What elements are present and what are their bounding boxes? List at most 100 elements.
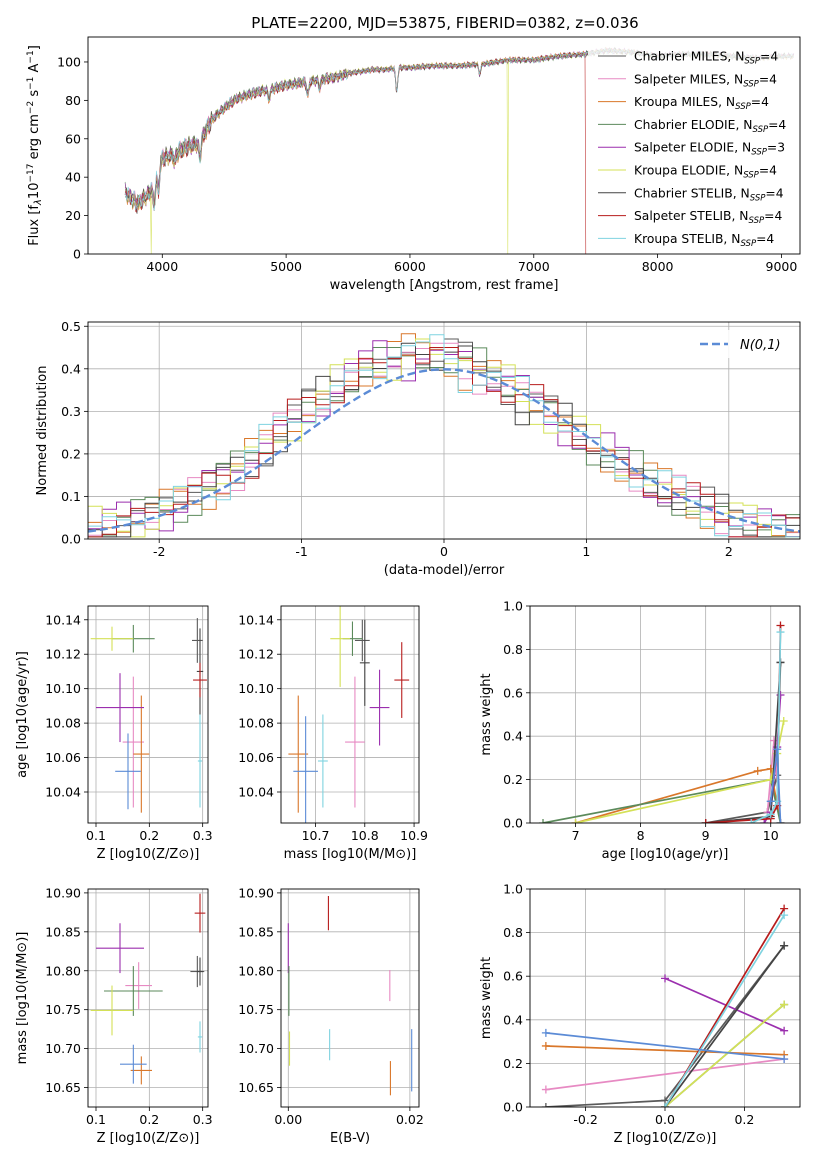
age-vs-metallicity-panel: 0.1 0.2 0.3 10.04 10.06 10.08 10.10 10.12 10.14 Z… — [15, 605, 213, 862]
y-tick-label: 10.80 — [45, 963, 81, 978]
y-tick-label: 0.0 — [61, 532, 81, 547]
mass-weight-marker-chabrier-stelib — [780, 941, 789, 950]
mass-weight-marker-salpeter-elodie — [661, 974, 669, 983]
axes-frame — [87, 36, 801, 255]
x-tick-label: 0.1 — [86, 1112, 106, 1127]
age-vs-mass-panel: 10.7 10.8 10.9 10.04 10.06 10.08 10.10 10.12 10.… — [238, 605, 428, 862]
y-tick-label: 0.2 — [61, 446, 81, 461]
x-axis-label: Z [log10(Z/Z⊙)] — [97, 847, 200, 862]
x-tick-label: -2 — [153, 544, 165, 559]
x-tick-label: 7000 — [518, 259, 550, 274]
residual-histogram-panel: -2 -1 0 1 2 0.0 0.1 0.2 0.3 0.4 0.5 (data-model)/er… — [35, 319, 801, 578]
x-axis-label: (data-model)/error — [384, 563, 505, 578]
y-axis-label: age [log10(age/yr)] — [15, 651, 30, 778]
x-tick-label: 10.7 — [302, 828, 330, 843]
x-tick-label: 0.2 — [734, 1112, 754, 1127]
x-tick-label: 0.02 — [396, 1112, 424, 1127]
mass-weight-marker-kroupa-elodie — [571, 819, 580, 823]
y-tick-label: 60 — [65, 131, 81, 146]
y-tick-label: 0.2 — [503, 1056, 523, 1071]
y-tick-label: 0.2 — [503, 772, 523, 787]
y-tick-label: 0.8 — [503, 925, 523, 940]
y-tick-label: 0.3 — [61, 404, 81, 419]
mass-weight-marker-gaussian — [541, 1028, 550, 1037]
legend-label-chabrier-stelib: Chabrier STELIB, NSSP=4 — [634, 186, 784, 203]
y-tick-label: 10.90 — [45, 885, 81, 900]
y-tick-label: 0.6 — [503, 969, 523, 984]
mass-weight-marker-kroupa-miles — [541, 1041, 550, 1050]
y-tick-label: 10.14 — [45, 612, 81, 627]
x-tick-label: 4000 — [146, 259, 178, 274]
y-tick-label: 0.4 — [503, 1012, 523, 1027]
mass-weight-line-kroupa-miles — [545, 1045, 785, 1056]
y-tick-label: 1.0 — [503, 882, 523, 897]
y-tick-label: 10.06 — [238, 750, 274, 765]
x-axis-label: mass [log10(M/M⊙)] — [284, 847, 417, 862]
y-tick-label: 10.10 — [45, 681, 81, 696]
legend-label-salpeter-miles: Salpeter MILES, NSSP=4 — [634, 72, 777, 89]
legend-label-kroupa-stelib: Kroupa STELIB, NSSP=4 — [634, 232, 774, 249]
x-tick-label: 6000 — [394, 259, 426, 274]
y-tick-label: 0.0 — [503, 1100, 523, 1115]
plot-area — [88, 333, 800, 538]
y-tick-label: 10.06 — [45, 750, 81, 765]
y-tick-label: 0 — [73, 247, 81, 262]
x-tick-label: 2 — [725, 544, 733, 559]
mass-weight-marker-kroupa-stelib — [661, 1103, 669, 1107]
y-tick-label: 10.75 — [45, 1002, 81, 1017]
plot-area — [287, 896, 413, 1096]
x-tick-label: 5000 — [270, 259, 302, 274]
y-tick-label: 10.85 — [238, 924, 274, 939]
y-axis-label: mass weight — [479, 673, 494, 755]
y-tick-label: 10.90 — [238, 885, 274, 900]
x-tick-label: 10.8 — [351, 828, 379, 843]
mass-weight-line-kroupa-elodie — [664, 1003, 785, 1107]
legend-label-chabrier-elodie: Chabrier ELODIE, NSSP=4 — [634, 118, 786, 135]
legend-label-chabrier-miles: Chabrier MILES, NSSP=4 — [634, 50, 778, 67]
mass-weight-marker-kroupa-stelib — [780, 911, 789, 920]
spectrum-panel: 4000 5000 6000 7000 8000 9000 0 20 40 60 80 100 wave… — [26, 36, 801, 293]
axes-frame — [87, 321, 801, 540]
mass-weight-marker-salpeter-stelib — [701, 819, 710, 823]
plot-area — [541, 904, 789, 1107]
y-tick-label: 10.65 — [238, 1080, 274, 1095]
plot-area — [90, 618, 207, 813]
mass-weight-marker-kroupa-miles — [753, 766, 762, 775]
y-tick-label: 10.85 — [45, 924, 81, 939]
x-tick-label: 0.2 — [139, 1112, 159, 1127]
x-tick-label: 8 — [637, 828, 645, 843]
plot-area — [539, 621, 788, 823]
mass-weight-line-gaussian — [545, 1032, 785, 1060]
gaussian-reference-curve — [88, 368, 800, 533]
legend-label-salpeter-elodie: Salpeter ELODIE, NSSP=3 — [634, 141, 785, 158]
x-tick-label: 7 — [572, 828, 580, 843]
mass-weight-marker-kroupa-elodie — [780, 1000, 789, 1009]
y-tick-label: 0.4 — [61, 361, 81, 376]
x-axis-label: E(B-V) — [330, 1131, 370, 1146]
spectrum-legend: Chabrier MILES, NSSP=4 Salpeter MILES, NS… — [588, 42, 796, 252]
mass-weight-line-kroupa-miles — [575, 767, 782, 823]
x-tick-label: 0 — [440, 544, 448, 559]
x-axis-label: wavelength [Angstrom, rest frame] — [330, 278, 559, 293]
mass-vs-extinction-panel: 0.00 0.02 10.65 10.70 10.75 10.80 10.85 10.90 E(… — [238, 885, 424, 1146]
x-tick-label: 8000 — [642, 259, 674, 274]
y-tick-label: 10.75 — [238, 1002, 274, 1017]
y-tick-label: 10.70 — [238, 1041, 274, 1056]
axes-frame — [87, 605, 209, 824]
x-tick-label: 1 — [582, 544, 590, 559]
mass-weight-marker-salpeter-miles — [769, 736, 778, 745]
mass-weight-marker-gaussian — [766, 797, 775, 806]
mass-weight-marker-kroupa-stelib — [776, 628, 785, 637]
y-tick-label: 40 — [65, 170, 81, 185]
mass-weight-marker-gaussian — [780, 1055, 789, 1064]
y-tick-label: 10.08 — [238, 716, 274, 731]
y-tick-label: 0.0 — [503, 816, 523, 831]
y-tick-label: 0.6 — [503, 685, 523, 700]
y-tick-label: 10.70 — [45, 1041, 81, 1056]
x-tick-label: 9 — [702, 828, 710, 843]
mass-weight-marker-kroupa-stelib — [766, 810, 775, 819]
x-tick-label: 10.9 — [400, 828, 428, 843]
mass-weight-marker-chabrier-elodie — [539, 819, 548, 823]
x-tick-label: 0.3 — [193, 1112, 213, 1127]
y-tick-label: 80 — [65, 93, 81, 108]
